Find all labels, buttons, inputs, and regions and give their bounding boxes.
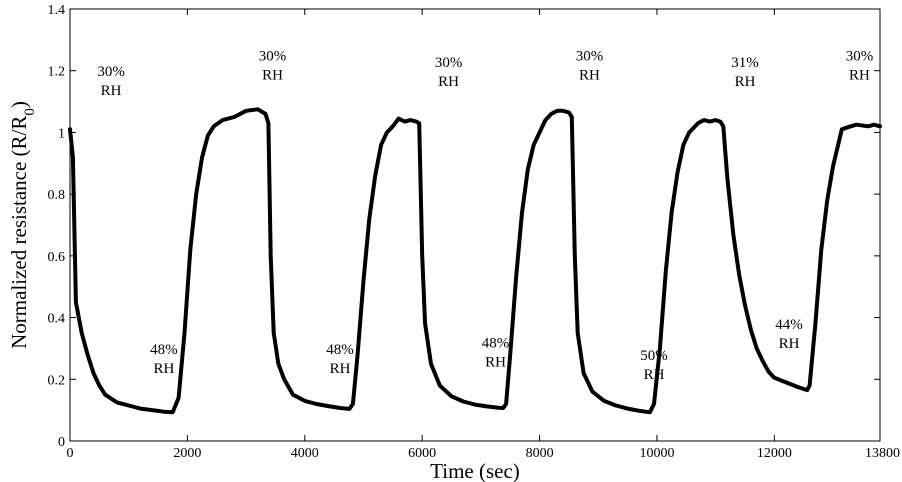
annotation-label: 30% xyxy=(576,49,604,65)
annotation-label: RH xyxy=(644,367,665,383)
y-tick-label: 1.4 xyxy=(48,3,66,18)
annotation-label: RH xyxy=(153,361,174,377)
annotation-label: RH xyxy=(330,361,351,377)
x-tick-label: 13800 xyxy=(865,446,900,461)
annotation-label: 31% xyxy=(731,55,759,71)
y-axis-title-main: Normalized resistance (R/R xyxy=(7,116,31,349)
annotation-label: RH xyxy=(438,74,459,90)
annotation-label: 30% xyxy=(259,49,287,65)
annotation-label: 30% xyxy=(435,55,463,71)
y-tick-label: 0.6 xyxy=(48,250,66,265)
x-tick-label: 4000 xyxy=(291,446,319,461)
y-tick-label: 0 xyxy=(58,435,65,450)
annotation-label: 30% xyxy=(97,64,125,80)
x-tick-label: 8000 xyxy=(526,446,554,461)
annotation-label: 30% xyxy=(846,49,874,65)
annotations: 30% RH 48% RH 30% RH 48% RH 30% RH 48% RH 30% RH 50% RH… xyxy=(97,49,873,383)
x-tick-label: 0 xyxy=(67,446,74,461)
x-tick-label: 10000 xyxy=(639,446,674,461)
annotation-label: 48% xyxy=(482,336,510,352)
annotation-label: RH xyxy=(101,83,122,99)
x-tick-label: 6000 xyxy=(408,446,436,461)
x-tick-label: 2000 xyxy=(173,446,201,461)
y-axis: 0 0.2 0.4 0.6 0.8 1 1.2 1.4 xyxy=(48,3,880,450)
annotation-label: RH xyxy=(849,68,870,84)
annotation-label: RH xyxy=(779,336,800,352)
x-axis-title: Time (sec) xyxy=(430,459,520,482)
series-line xyxy=(68,107,882,415)
annotation-label: 50% xyxy=(640,348,668,364)
y-tick-label: 0.2 xyxy=(48,373,66,388)
annotation-label: RH xyxy=(579,68,600,84)
series-group xyxy=(68,107,882,415)
annotation-label: 48% xyxy=(326,342,354,358)
x-tick-label: 12000 xyxy=(757,446,792,461)
x-axis: 0 2000 4000 6000 8000 10000 12000 13800 xyxy=(67,9,900,461)
annotation-label: RH xyxy=(262,68,283,84)
y-tick-label: 0.4 xyxy=(48,312,66,327)
y-tick-label: 1.2 xyxy=(48,65,66,80)
annotation-label: RH xyxy=(485,355,506,371)
y-axis-title: Normalized resistance (R/R0) xyxy=(7,101,38,349)
y-tick-label: 1 xyxy=(58,126,65,141)
annotation-label: 48% xyxy=(150,342,178,358)
y-tick-label: 0.8 xyxy=(48,188,66,203)
annotation-label: 44% xyxy=(775,317,803,333)
annotation-label: RH xyxy=(735,74,756,90)
plot-area-frame xyxy=(69,8,881,442)
y-axis-title-subscript: 0 xyxy=(22,108,38,116)
y-axis-title-close: ) xyxy=(7,101,31,108)
